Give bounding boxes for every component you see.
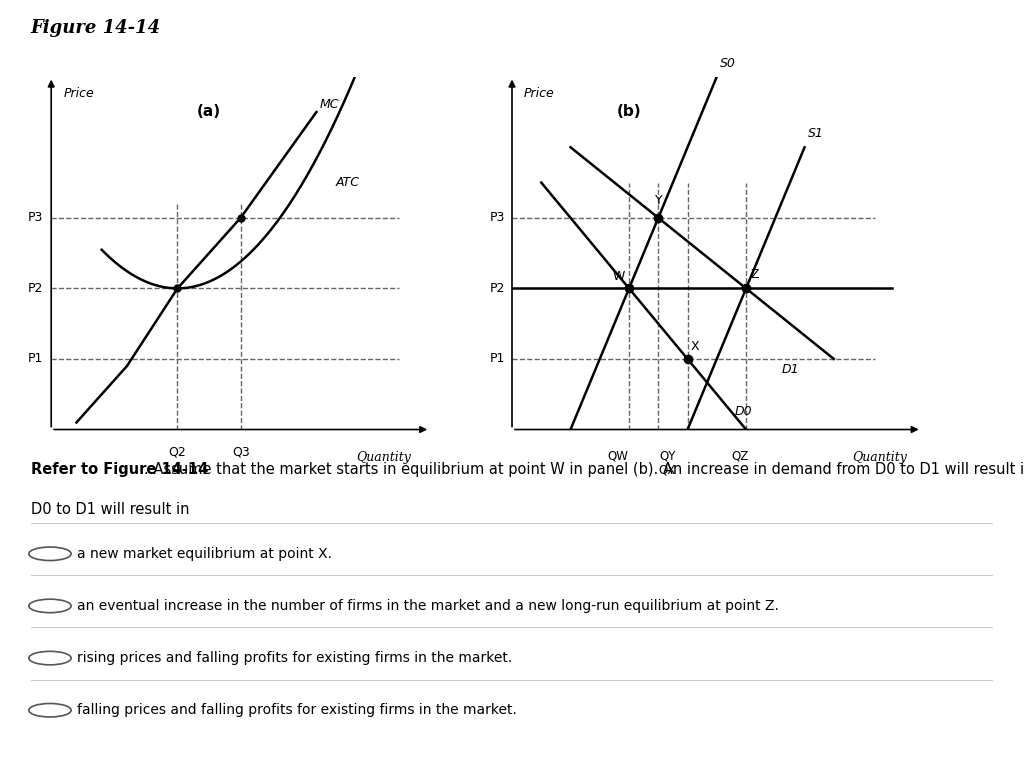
Text: Refer to Figure 14-14: Refer to Figure 14-14 bbox=[31, 462, 208, 477]
Text: MC: MC bbox=[319, 98, 339, 111]
Text: D0 to D1 will result in: D0 to D1 will result in bbox=[31, 502, 189, 517]
Text: Z: Z bbox=[751, 268, 759, 281]
Text: . Assume that the market starts in equilibrium at point W in panel (b). An incre: . Assume that the market starts in equil… bbox=[144, 462, 1024, 477]
Text: P3: P3 bbox=[29, 212, 44, 224]
Text: P1: P1 bbox=[489, 353, 505, 365]
Text: S1: S1 bbox=[808, 127, 823, 140]
Text: Quantity: Quantity bbox=[356, 451, 411, 464]
Text: S0: S0 bbox=[720, 57, 735, 70]
Text: rising prices and falling profits for existing firms in the market.: rising prices and falling profits for ex… bbox=[77, 651, 512, 665]
Text: QY
QX: QY QX bbox=[658, 449, 676, 476]
Text: falling prices and falling profits for existing firms in the market.: falling prices and falling profits for e… bbox=[77, 703, 517, 717]
Text: QZ: QZ bbox=[731, 449, 749, 463]
Text: a new market equilibrium at point X.: a new market equilibrium at point X. bbox=[77, 547, 332, 561]
Text: Q3: Q3 bbox=[231, 445, 250, 458]
Text: Y: Y bbox=[654, 194, 663, 207]
Text: Q2: Q2 bbox=[169, 445, 186, 458]
Text: Figure 14-14: Figure 14-14 bbox=[31, 19, 161, 37]
Text: P1: P1 bbox=[29, 353, 44, 365]
Text: X: X bbox=[690, 341, 698, 354]
Text: W: W bbox=[612, 270, 625, 283]
Text: ATC: ATC bbox=[335, 176, 359, 189]
Text: P2: P2 bbox=[29, 282, 44, 295]
Text: (a): (a) bbox=[197, 104, 221, 120]
Text: Quantity: Quantity bbox=[852, 451, 907, 464]
Text: D0: D0 bbox=[734, 406, 752, 418]
Text: an eventual increase in the number of firms in the market and a new long-run equ: an eventual increase in the number of fi… bbox=[77, 599, 779, 613]
Text: Price: Price bbox=[63, 87, 94, 100]
Text: P2: P2 bbox=[489, 282, 505, 295]
Text: (b): (b) bbox=[616, 104, 641, 120]
Text: QW: QW bbox=[607, 449, 628, 463]
Text: P3: P3 bbox=[489, 212, 505, 224]
Text: D1: D1 bbox=[781, 363, 799, 376]
Text: Price: Price bbox=[523, 87, 554, 100]
